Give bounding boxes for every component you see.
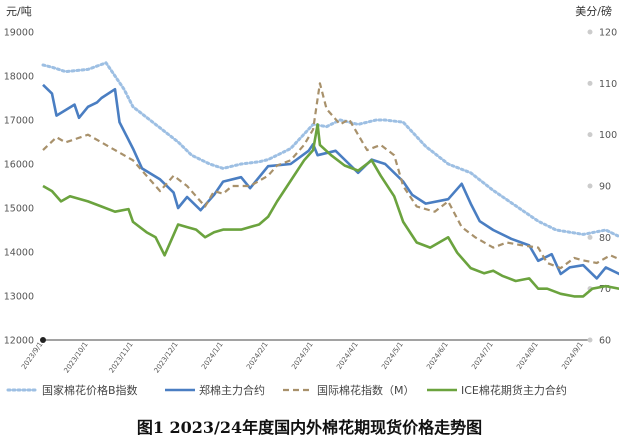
right-tick-label: 90 xyxy=(599,182,611,193)
left-tick-label: 17000 xyxy=(4,116,34,127)
right-axis-unit: 美分/磅 xyxy=(575,4,612,18)
left-tick-label: 16000 xyxy=(4,160,34,171)
x-tick-label: 2023/10/1 xyxy=(63,341,90,375)
x-tick-label: 2024/7/1 xyxy=(470,341,495,371)
series-line-0 xyxy=(41,61,619,239)
left-axis-ticks: 12000 13000 14000 15000 16000 17000 18000 19000 xyxy=(4,28,34,347)
series-line-2 xyxy=(42,82,619,270)
right-tick-marker xyxy=(587,234,593,240)
x-tick-label: 2024/3/1 xyxy=(290,341,315,371)
left-axis-unit: 元/吨 xyxy=(6,5,32,18)
right-tick-label: 110 xyxy=(599,79,617,90)
left-tick-label: 13000 xyxy=(4,292,34,303)
axis-origin-dot xyxy=(40,337,46,343)
left-tick-label: 14000 xyxy=(4,248,34,259)
figure-caption: 图1 2023/24年度国内外棉花期现货价格走势图 xyxy=(136,418,483,437)
right-tick-marker xyxy=(587,337,593,343)
x-tick-label: 2024/6/1 xyxy=(425,341,450,371)
series-line-3 xyxy=(42,123,619,298)
x-tick-label: 2023/12/1 xyxy=(153,341,180,375)
x-tick-label: 2024/2/1 xyxy=(245,341,270,371)
right-tick-marker xyxy=(587,132,593,138)
right-tick-label: 80 xyxy=(599,233,611,244)
series-lines xyxy=(41,61,619,298)
x-tick-label: 2024/9/1 xyxy=(560,341,585,371)
right-tick-marker xyxy=(587,29,593,35)
legend-label-3: ICE棉花期货主力合约 xyxy=(461,383,567,397)
x-tick-label: 2024/5/1 xyxy=(380,341,405,371)
x-tick-label: 2024/4/1 xyxy=(335,341,360,371)
legend-label-0: 国家棉花价格B指数 xyxy=(42,383,138,397)
x-tick-label: 2024/8/1 xyxy=(515,341,540,371)
legend-label-2: 国际棉花指数（M） xyxy=(317,383,415,397)
legend: 国家棉花价格B指数 郑棉主力合约 国际棉花指数（M） ICE棉花期货主力合约 xyxy=(6,383,567,397)
right-tick-label: 70 xyxy=(599,284,611,295)
right-tick-label: 100 xyxy=(599,130,617,141)
series-line-1 xyxy=(42,83,619,280)
right-axis-ticks: 60 70 80 90 100 110 120 xyxy=(587,28,617,347)
left-tick-label: 19000 xyxy=(4,28,34,39)
right-tick-label: 60 xyxy=(599,336,611,347)
x-tick-label: 2024/1/1 xyxy=(200,341,225,371)
legend-label-1: 郑棉主力合约 xyxy=(199,383,265,397)
x-axis-ticks: 2023/9/1 2023/10/1 2023/11/1 2023/12/1 2024/… xyxy=(20,341,585,375)
left-tick-label: 15000 xyxy=(4,204,34,215)
right-tick-marker xyxy=(587,183,593,189)
right-tick-marker xyxy=(587,80,593,86)
right-tick-label: 120 xyxy=(599,28,617,39)
left-tick-label: 18000 xyxy=(4,72,34,83)
x-tick-label: 2023/11/1 xyxy=(108,341,135,375)
left-tick-label: 12000 xyxy=(4,336,34,347)
